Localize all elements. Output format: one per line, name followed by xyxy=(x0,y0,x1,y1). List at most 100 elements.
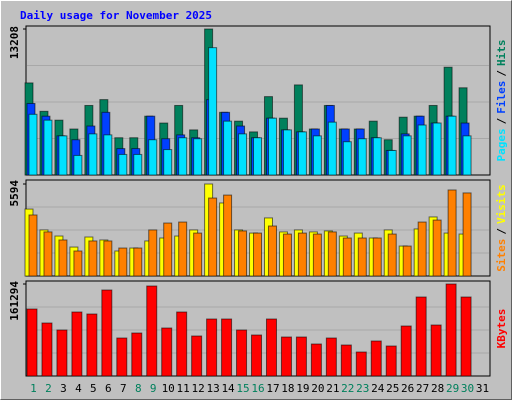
bar xyxy=(28,113,38,176)
bar xyxy=(26,308,38,377)
x-tick-label: 31 xyxy=(476,382,489,395)
x-tick-label: 21 xyxy=(326,382,339,395)
bar xyxy=(402,245,412,277)
x-tick-label: 18 xyxy=(281,382,294,395)
bar xyxy=(223,194,233,277)
bar xyxy=(208,197,218,277)
bar xyxy=(355,351,367,377)
x-tick-label: 9 xyxy=(150,382,157,395)
bar xyxy=(148,229,158,277)
bar xyxy=(133,153,143,176)
bar xyxy=(161,327,173,377)
bar xyxy=(400,325,412,377)
bar xyxy=(43,231,53,277)
bar xyxy=(118,153,128,176)
bar xyxy=(163,222,173,277)
bar xyxy=(267,225,277,277)
bar xyxy=(372,137,382,176)
bar xyxy=(387,233,397,277)
y-tick-label: 161294 xyxy=(8,281,21,321)
x-tick-label: 8 xyxy=(135,382,142,395)
bar xyxy=(223,120,233,176)
bar xyxy=(295,336,307,377)
bar xyxy=(148,139,158,176)
bar xyxy=(415,296,427,377)
bar xyxy=(357,237,367,277)
x-tick-label: 15 xyxy=(236,382,249,395)
bar xyxy=(327,121,337,176)
x-tick-label: 11 xyxy=(177,382,190,395)
x-tick-label: 13 xyxy=(206,382,219,395)
bar xyxy=(41,322,53,377)
bar xyxy=(372,237,382,277)
bar xyxy=(447,189,457,277)
bar xyxy=(238,230,248,277)
x-tick-label: 29 xyxy=(446,382,459,395)
x-tick-label: 23 xyxy=(356,382,369,395)
bar xyxy=(297,232,307,277)
x-tick-label: 6 xyxy=(105,382,112,395)
bar xyxy=(56,329,68,377)
x-tick-label: 3 xyxy=(60,382,67,395)
x-tick-label: 30 xyxy=(461,382,474,395)
x-tick-label: 2 xyxy=(45,382,52,395)
x-tick-label: 28 xyxy=(431,382,444,395)
legend: Sites / Visits xyxy=(495,184,508,272)
bar xyxy=(103,240,113,277)
bar xyxy=(238,133,248,176)
bar xyxy=(297,131,307,176)
bar xyxy=(133,247,143,277)
legend-separator: / xyxy=(495,228,508,235)
bar xyxy=(193,232,203,277)
bar xyxy=(73,250,83,277)
bar xyxy=(101,289,113,377)
chart-title: Daily usage for November 2025 xyxy=(20,9,212,22)
y-tick-label: 13208 xyxy=(8,26,21,59)
x-tick-label: 25 xyxy=(386,382,399,395)
bar xyxy=(432,219,442,277)
x-tick-label: 19 xyxy=(296,382,309,395)
bar xyxy=(370,340,382,377)
legend-entry: Pages xyxy=(495,128,508,161)
bar xyxy=(118,247,128,277)
x-tick-label: 14 xyxy=(221,382,235,395)
bar xyxy=(191,335,203,377)
bar xyxy=(312,233,322,277)
bar xyxy=(146,285,158,377)
x-tick-label: 1 xyxy=(30,382,37,395)
bar xyxy=(88,240,98,277)
bar xyxy=(163,149,173,176)
bar xyxy=(342,237,352,277)
x-tick-label: 17 xyxy=(266,382,279,395)
bar xyxy=(131,332,143,377)
bar xyxy=(445,283,457,377)
legend-separator: / xyxy=(495,117,508,124)
bar xyxy=(417,221,427,277)
bar xyxy=(417,124,427,176)
x-tick-label: 5 xyxy=(90,382,97,395)
bar xyxy=(340,344,352,377)
bar xyxy=(221,318,233,377)
bar xyxy=(206,318,218,377)
legend-entry: Visits xyxy=(495,184,508,224)
bar xyxy=(447,115,457,176)
bar xyxy=(208,47,218,176)
bar xyxy=(462,135,472,176)
bar xyxy=(462,192,472,277)
bar xyxy=(432,122,442,176)
bar xyxy=(265,318,277,377)
bar xyxy=(178,221,188,277)
legend-entry: Hits xyxy=(495,40,508,67)
bar xyxy=(116,337,128,377)
bar xyxy=(280,336,292,377)
bar xyxy=(402,135,412,176)
y-tick-label: 5594 xyxy=(8,180,21,207)
bar xyxy=(312,135,322,176)
x-tick-label: 22 xyxy=(341,382,354,395)
x-tick-label: 16 xyxy=(251,382,264,395)
legend-entry: Sites xyxy=(495,239,508,272)
x-tick-label: 20 xyxy=(311,382,324,395)
